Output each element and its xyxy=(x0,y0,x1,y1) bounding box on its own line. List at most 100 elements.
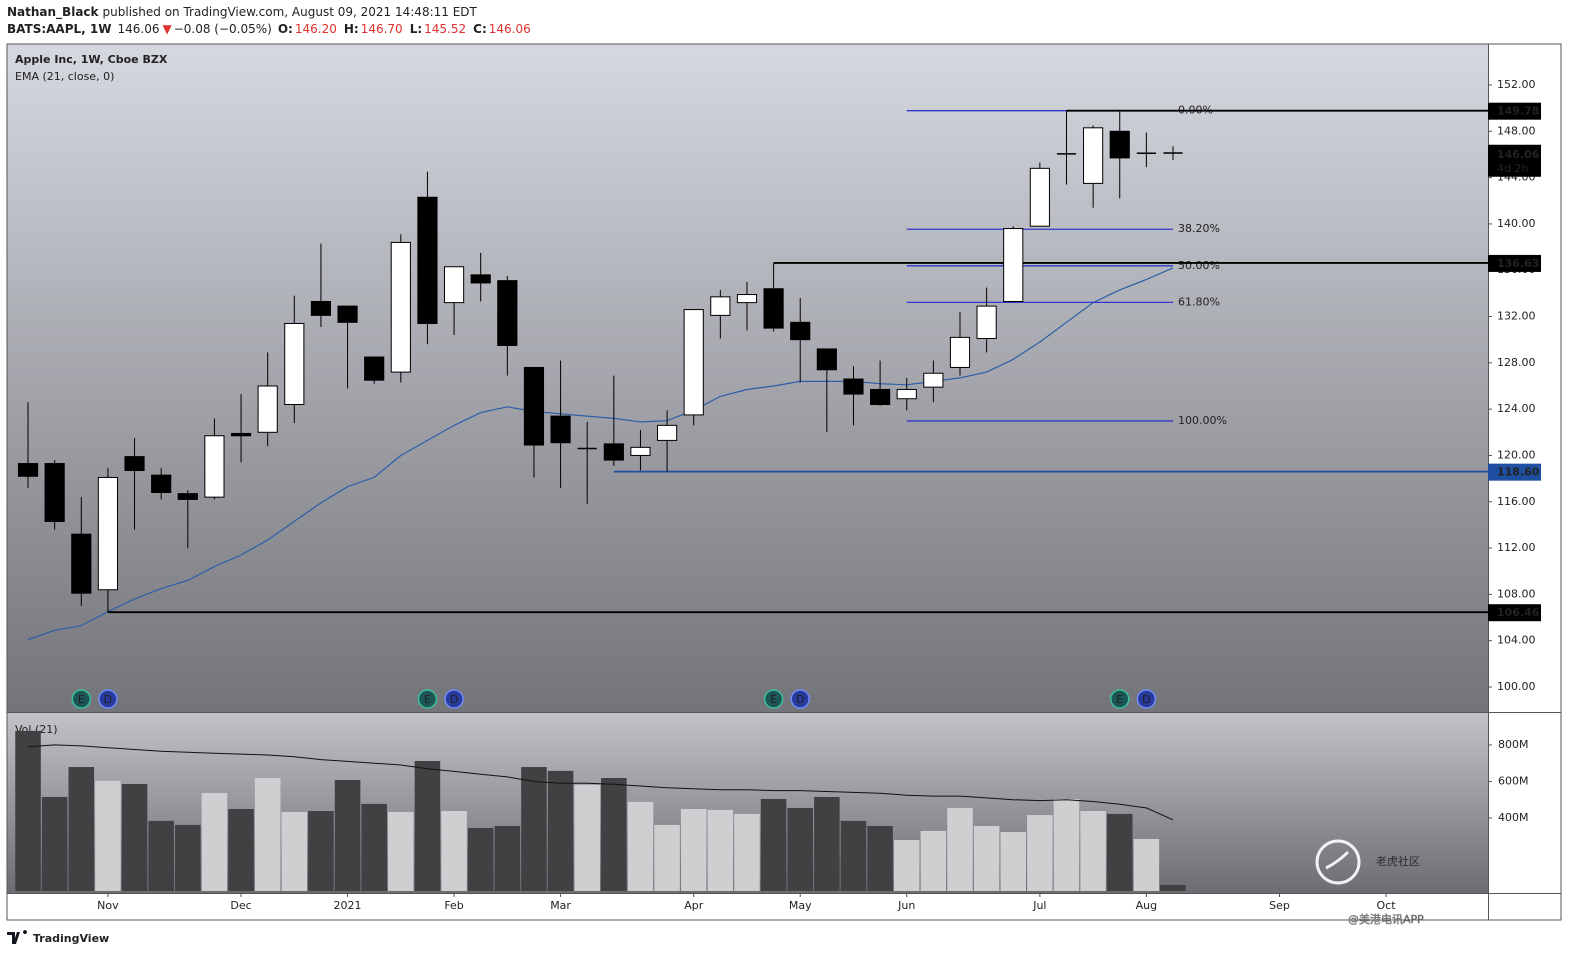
volume-bar xyxy=(467,828,494,891)
y-tick-label: 132.00 xyxy=(1497,310,1536,323)
fib-label: 50.00% xyxy=(1178,259,1220,272)
event-badge xyxy=(98,689,118,709)
x-tick-label: Apr xyxy=(684,899,704,912)
volume-bar xyxy=(947,807,973,891)
candle-body xyxy=(710,296,731,316)
volume-bar xyxy=(867,826,893,891)
volume-plot xyxy=(15,730,1186,891)
volume-bar xyxy=(893,840,920,891)
volume-bar xyxy=(654,824,680,891)
y-tick-label: 152.00 xyxy=(1497,78,1536,91)
candle-body xyxy=(657,424,678,441)
volume-bar xyxy=(973,826,1000,891)
candle-body xyxy=(870,388,891,406)
event-label: E xyxy=(78,693,85,706)
volume-bar xyxy=(814,796,840,891)
candle-body xyxy=(17,463,39,477)
candle-body xyxy=(1083,127,1104,184)
volume-bar xyxy=(1160,884,1186,891)
candle-body xyxy=(230,432,252,437)
volume-bar xyxy=(1000,832,1027,891)
volume-bar xyxy=(1053,798,1080,891)
volume-bar xyxy=(734,813,760,891)
pane-title: Apple Inc, 1W, Cboe BZX xyxy=(15,53,168,66)
volume-bar xyxy=(920,830,947,891)
candle-body xyxy=(497,280,518,346)
level-price-box xyxy=(1488,102,1541,120)
candle-body xyxy=(124,456,145,472)
candle-body xyxy=(736,294,758,304)
candle-body xyxy=(550,415,571,444)
fib-label: 38.20% xyxy=(1178,222,1220,235)
candle-body xyxy=(976,305,997,340)
y-tick-label: 400M xyxy=(1498,811,1529,824)
x-tick-label: 2021 xyxy=(334,899,362,912)
volume-bar xyxy=(680,809,707,891)
tradingview-logo: TradingView xyxy=(7,930,109,945)
volume-bar xyxy=(388,811,414,891)
volume-bar xyxy=(521,767,547,891)
volume-bar xyxy=(840,820,867,891)
x-tick-label: Oct xyxy=(1377,899,1397,912)
x-tick-label: Jun xyxy=(897,899,915,912)
volume-bar xyxy=(281,811,308,891)
event-badge xyxy=(71,689,92,709)
price-pane xyxy=(7,44,1488,712)
event-badge xyxy=(1136,689,1157,709)
candle-body xyxy=(310,300,332,316)
volume-bar xyxy=(254,777,281,891)
level-price-box xyxy=(1488,463,1541,481)
candle-body xyxy=(470,274,491,284)
volume-bar xyxy=(1027,815,1053,891)
y-tick-label: 148.00 xyxy=(1497,124,1536,137)
candle-body xyxy=(1109,130,1130,159)
y-tick-label: 116.00 xyxy=(1497,495,1536,508)
fib-label: 61.80% xyxy=(1178,295,1220,308)
candle-body xyxy=(177,493,198,500)
volume-bar xyxy=(787,807,814,891)
symbol-line: BATS:AAPL, 1W 146.06 ▼ −0.08 (−0.05%) O: 146.… xyxy=(7,22,531,36)
candle-body xyxy=(417,196,438,324)
event-badge xyxy=(790,689,810,709)
volume-bar xyxy=(494,826,521,891)
last-price-box xyxy=(1488,144,1541,177)
y-tick-label: 120.00 xyxy=(1497,448,1536,461)
level-price-box xyxy=(1488,604,1541,622)
candle-body xyxy=(390,241,411,373)
event-badge xyxy=(763,689,784,709)
volume-bar xyxy=(361,803,387,891)
event-badge xyxy=(1109,689,1130,709)
ema-legend: EMA (21, close, 0) xyxy=(15,70,114,83)
price-plot: 0.00%38.20%50.00%61.80%100.00%E D E D E D E D xyxy=(17,104,1488,709)
event-label: E xyxy=(1116,693,1123,706)
brand: TradingView xyxy=(33,932,109,945)
event-label: D xyxy=(796,693,804,706)
candle-body xyxy=(1003,228,1024,302)
published: published on TradingView.com, August 09,… xyxy=(103,5,478,19)
candle-body xyxy=(630,446,651,456)
volume-bar xyxy=(441,811,467,891)
ema-line xyxy=(27,267,1174,641)
volume-bar xyxy=(175,824,201,891)
x-tick-label: Aug xyxy=(1136,899,1157,912)
volume-bar xyxy=(1106,813,1133,891)
candle-body xyxy=(790,321,811,341)
ohlc-value: 146.20 xyxy=(295,22,337,36)
candle-body xyxy=(257,385,278,433)
candle-body xyxy=(949,336,971,368)
countdown: 4d 2h xyxy=(1497,162,1528,175)
ohlc-key: H: xyxy=(344,22,359,36)
volume-bar xyxy=(68,767,95,891)
volume-bar xyxy=(148,820,174,891)
frame xyxy=(6,43,1562,921)
candle-body xyxy=(97,476,119,591)
x-tick-label: Sep xyxy=(1269,899,1290,912)
candle-body xyxy=(896,388,917,400)
fib-label: 100.00% xyxy=(1178,414,1227,427)
candle-body xyxy=(816,348,837,371)
event-badge xyxy=(417,689,438,709)
y-tick-label: 600M xyxy=(1498,774,1529,787)
y-tick-label: 800M xyxy=(1498,738,1529,751)
event-label: E xyxy=(424,693,431,706)
